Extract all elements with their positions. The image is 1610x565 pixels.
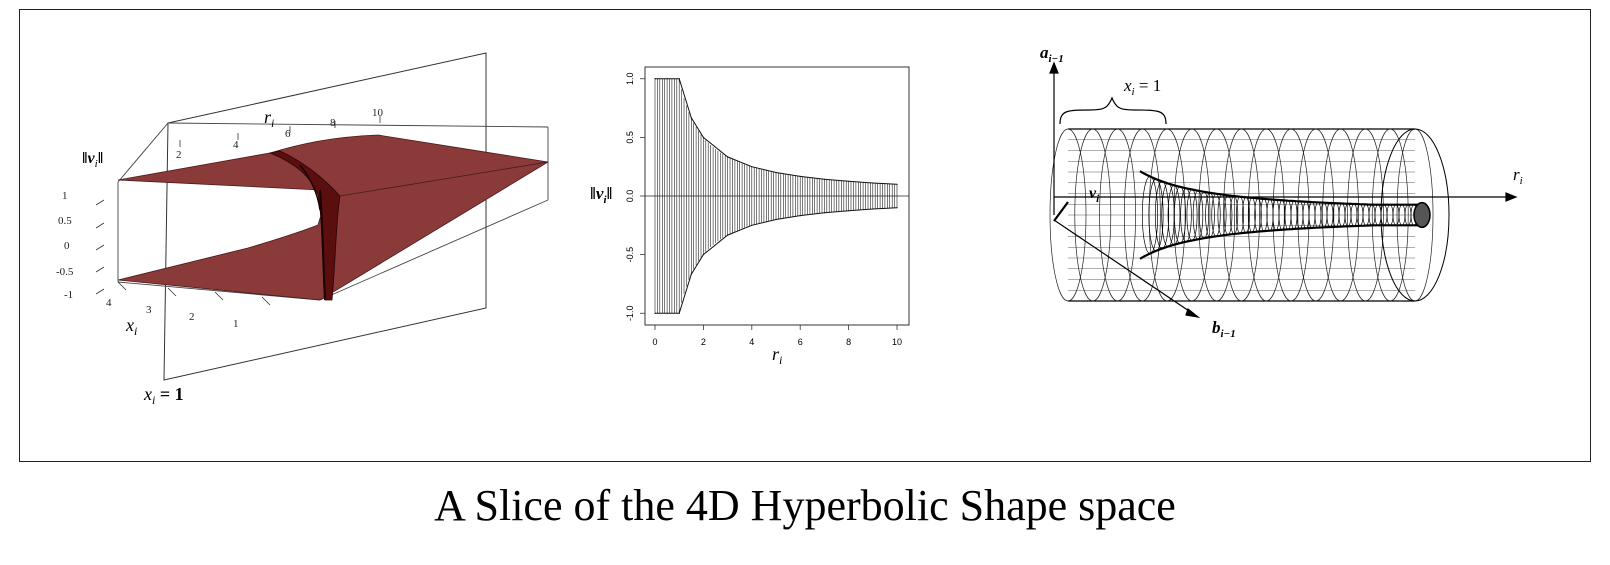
profile-plot-panel: 0 2 4 6 8 10 -1.0 -0.5 0.0 0.5 1.0 ri ‖vi‖ [590, 66, 910, 367]
funnel-top-outline [1139, 170, 1420, 206]
y-tick-label: 0.5 [625, 131, 635, 144]
data-point [702, 254, 705, 256]
fill-lines [645, 78, 909, 314]
x-tick-label: 1 [233, 318, 239, 330]
x-axis-title: ri [772, 344, 782, 367]
data-point [872, 182, 874, 184]
cylinder-ring [1297, 128, 1335, 302]
y-axis-title: ‖vi‖ [590, 184, 612, 206]
cylinder-ring [1074, 128, 1112, 302]
x-tick-label: 2 [189, 311, 195, 323]
y-tick-label: 0.0 [625, 190, 635, 203]
cylinder-ring [1371, 128, 1409, 302]
r-tick-label: 2 [176, 149, 182, 161]
data-point [896, 207, 898, 209]
y-tick-label: -1.0 [625, 306, 635, 322]
axis-title-x: xi [125, 315, 137, 338]
data-point [690, 273, 692, 275]
x-axis-ticks [117, 281, 271, 306]
v-tick-label: -1 [64, 289, 73, 301]
data-point [690, 117, 692, 119]
funnel-wireframe [1139, 170, 1431, 260]
cylinder-ring [1198, 128, 1236, 302]
axis-label-r: ri [1513, 165, 1523, 187]
cylinder-wireframe [1049, 128, 1450, 302]
data-point [654, 78, 656, 80]
data-point [702, 136, 705, 138]
brace-label: xi = 1 [1123, 76, 1161, 98]
cylinder-ring [1173, 128, 1211, 302]
axis-label-a: ai−1 [1040, 43, 1064, 65]
slice-plane [163, 52, 487, 381]
cylinder-ring [1223, 128, 1260, 302]
v-tick-label: 0.5 [58, 215, 72, 227]
surface-3d-panel: 2 4 6 8 10 1 0.5 0 -0.5 -1 4 3 2 1 ‖vi‖ … [56, 52, 549, 407]
x-tick-label: 4 [106, 297, 112, 309]
v-tick-label: -0.5 [56, 266, 74, 278]
cylinder-ring [1099, 128, 1136, 302]
v-tick-label: 1 [62, 190, 68, 202]
axis-title-r: ri [264, 107, 274, 130]
data-point [799, 215, 801, 217]
data-point [896, 183, 898, 185]
slice-label: xi = 1 [143, 384, 184, 407]
data-point [775, 171, 777, 174]
x-tick-label: 3 [146, 304, 152, 316]
axis-title-v: ‖vi‖ [82, 150, 103, 170]
cylinder-ring [1049, 128, 1087, 302]
data-point [848, 180, 850, 182]
x-tick-label: 0 [652, 337, 657, 347]
figure-caption: A Slice of the 4D Hyperbolic Shape space [434, 481, 1176, 530]
cylinder-ring [1124, 128, 1161, 302]
cylinder-panel: ai−1 xi = 1 ri vi bi−1 [1040, 43, 1523, 340]
bounding-box [117, 122, 549, 301]
cylinder-ring [1322, 128, 1359, 302]
figure-canvas: 2 4 6 8 10 1 0.5 0 -0.5 -1 4 3 2 1 ‖vi‖ … [56, 43, 1523, 407]
v-axis-ticks [95, 199, 105, 295]
axis-label-b: bi−1 [1212, 318, 1236, 340]
data-point [666, 78, 668, 80]
x-tick-label: 4 [749, 337, 754, 347]
funnel-bottom-outline [1139, 224, 1420, 260]
r-tick-label: 4 [233, 139, 239, 151]
data-point [823, 178, 826, 180]
data-point [775, 218, 777, 221]
y-tick-label: 1.0 [625, 72, 635, 85]
r-tick-label: 8 [330, 117, 336, 129]
y-tick-label: -0.5 [625, 247, 635, 263]
cylinder-ring [1347, 128, 1384, 302]
data-point [799, 175, 801, 177]
data-point [751, 166, 753, 168]
brace [1059, 96, 1167, 125]
series-group [654, 78, 898, 314]
data-point [678, 312, 680, 314]
data-point [727, 234, 729, 236]
data-point [872, 208, 874, 210]
figure-frame [19, 9, 1591, 462]
r-axis-ticks [179, 116, 381, 147]
data-point [751, 224, 753, 226]
data-point [848, 210, 850, 212]
data-point [823, 212, 826, 214]
cylinder-axes [1049, 61, 1518, 318]
plot-axes: 0 2 4 6 8 10 -1.0 -0.5 0.0 0.5 1.0 [625, 72, 902, 347]
x-tick-label: 2 [701, 337, 706, 347]
x-tick-label: 6 [798, 337, 803, 347]
r-tick-label: 6 [285, 128, 291, 140]
x-tick-label: 8 [846, 337, 851, 347]
funnel-end-cap [1413, 201, 1431, 229]
data-point [727, 156, 729, 158]
data-point [654, 312, 656, 314]
data-point [666, 312, 668, 314]
x-tick-label: 10 [892, 337, 902, 347]
vector-label-v: vi [1089, 185, 1100, 205]
v-tick-label: 0 [64, 240, 70, 252]
data-point [678, 78, 680, 80]
r-tick-label: 10 [372, 107, 384, 119]
